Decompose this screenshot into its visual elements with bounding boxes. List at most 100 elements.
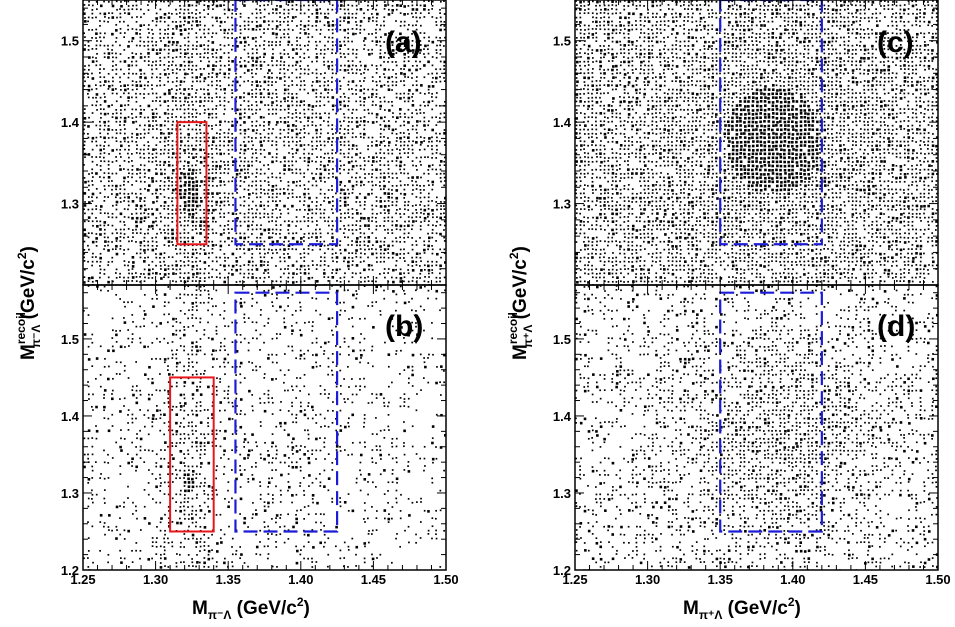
density-cell-a	[343, 40, 346, 43]
density-cell-a	[287, 124, 290, 128]
density-cell-b	[371, 365, 374, 368]
density-cell-a	[200, 200, 203, 203]
density-cell-a	[395, 276, 398, 279]
density-cell-a	[427, 73, 430, 75]
density-cell-b	[91, 341, 94, 344]
density-cell-b	[335, 365, 338, 367]
density-cell-a	[187, 12, 190, 15]
density-cell-a	[111, 32, 114, 36]
density-cell-a	[119, 228, 122, 231]
density-cell-a	[315, 160, 317, 163]
density-cell-b	[87, 358, 91, 361]
density-cell-a	[112, 56, 114, 59]
density-cell-a	[303, 216, 305, 218]
density-cell-a	[167, 105, 170, 107]
density-cell-a	[299, 32, 302, 34]
density-cell-a	[351, 208, 354, 210]
density-cell-a	[303, 280, 306, 282]
density-cell-b	[312, 321, 314, 323]
density-cell-a	[211, 192, 214, 195]
density-cell-a	[155, 272, 158, 275]
density-cell-a	[355, 172, 358, 175]
density-cell-a	[119, 248, 122, 250]
density-cell-a	[187, 112, 190, 115]
density-cell-a	[215, 52, 218, 54]
density-cell-a	[176, 108, 178, 111]
density-cell-a	[327, 276, 330, 279]
density-cell-a	[375, 116, 378, 119]
density-cell-a	[219, 120, 222, 124]
density-cell-a	[168, 160, 170, 163]
density-cell-b	[343, 289, 346, 292]
density-cell-a	[127, 12, 131, 15]
density-cell-a	[199, 20, 202, 23]
density-cell-a	[107, 212, 109, 215]
density-cell-a	[199, 185, 202, 187]
density-cell-a	[387, 172, 390, 175]
density-cell-a	[291, 112, 294, 115]
density-cell-a	[243, 24, 246, 27]
density-cell-a	[279, 128, 282, 131]
density-cell-a	[351, 132, 354, 135]
density-cell-b	[343, 337, 346, 340]
density-cell-a	[175, 176, 178, 179]
density-cell-a	[260, 168, 262, 171]
density-cell-a	[395, 253, 399, 256]
density-cell-a	[184, 181, 187, 184]
density-cell-a	[203, 240, 206, 243]
density-cell-a	[219, 240, 222, 243]
density-cell-a	[368, 173, 370, 175]
density-cell-a	[439, 168, 442, 171]
density-cell-a	[243, 60, 246, 62]
density-cell-a	[111, 12, 114, 15]
density-cell-a	[219, 200, 223, 204]
density-cell-a	[155, 208, 159, 211]
density-cell-b	[279, 333, 282, 336]
density-cell-a	[99, 276, 101, 279]
density-cell-a	[95, 84, 97, 87]
density-cell-b	[283, 289, 287, 293]
density-cell-a	[175, 280, 177, 283]
density-cell-a	[183, 125, 186, 127]
density-cell-a	[171, 144, 174, 147]
density-cell-a	[423, 140, 425, 142]
density-cell-b	[344, 309, 346, 312]
density-cell-a	[123, 60, 127, 63]
density-cell-a	[283, 188, 285, 190]
density-cell-a	[144, 256, 146, 259]
density-cell-a	[244, 176, 247, 179]
density-cell-a	[188, 28, 190, 30]
density-cell-a	[231, 237, 234, 239]
density-cell-a	[183, 277, 185, 279]
density-cell-a	[236, 8, 238, 10]
density-cell-a	[187, 224, 189, 227]
density-cell-a	[87, 40, 90, 43]
density-cell-a	[131, 165, 134, 167]
density-cell-a	[231, 132, 233, 135]
density-cell-a	[207, 236, 210, 239]
density-cell-a	[392, 69, 394, 71]
density-cell-a	[415, 165, 418, 167]
density-cell-a	[204, 196, 206, 199]
density-cell-a	[296, 40, 298, 42]
density-cell-a	[251, 12, 254, 15]
density-cell-a	[187, 48, 189, 51]
density-cell-a	[271, 32, 275, 35]
density-cell-a	[251, 108, 253, 111]
density-cell-a	[343, 260, 345, 263]
density-cell-a	[251, 241, 253, 243]
density-cell-a	[412, 140, 414, 143]
density-cell-a	[251, 212, 254, 215]
density-cell-a	[203, 220, 206, 224]
density-cell-a	[384, 109, 386, 111]
density-cell-a	[419, 136, 422, 138]
density-cell-a	[347, 28, 350, 31]
density-cell-a	[195, 89, 198, 91]
density-cell-a	[303, 24, 307, 28]
density-cell-a	[355, 24, 358, 26]
density-cell-a	[367, 96, 370, 99]
density-cell-a	[167, 65, 170, 67]
density-cell-a	[135, 241, 137, 243]
density-cell-a	[232, 196, 234, 199]
density-cell-a	[423, 8, 426, 11]
